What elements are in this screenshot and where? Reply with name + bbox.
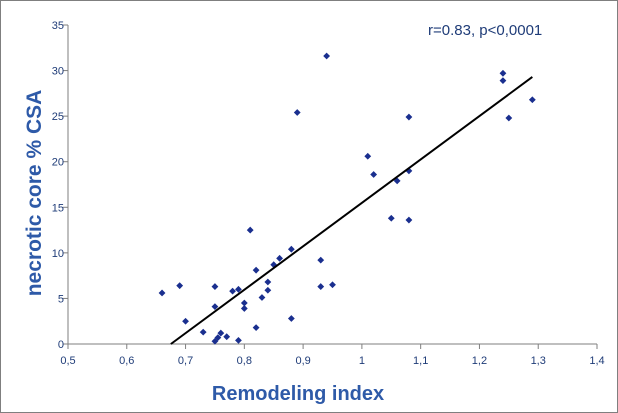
data-point [176, 282, 184, 290]
data-point [276, 254, 283, 262]
y-tick-label: 0 [58, 339, 64, 351]
data-point [211, 283, 219, 290]
data-point [264, 278, 272, 286]
data-point [229, 287, 236, 295]
y-ticks: 0 5 10 15 20 25 30 35 [52, 20, 68, 351]
data-point [240, 305, 248, 312]
data-point [214, 334, 222, 342]
data-point [264, 286, 272, 294]
x-tick-label: 1,2 [472, 355, 487, 367]
data-point [235, 336, 242, 344]
data-point [182, 317, 189, 325]
y-tick-label: 10 [52, 248, 64, 260]
y-tick-label: 20 [52, 157, 64, 169]
y-tick-label: 30 [52, 66, 64, 78]
data-point [240, 299, 248, 307]
x-tick-label: 0,7 [178, 355, 193, 367]
x-tick-label: 1,1 [413, 355, 428, 367]
data-point [199, 328, 207, 336]
data-point [252, 324, 260, 331]
y-axis-title: necrotic core % CSA [23, 90, 46, 297]
x-ticks: 0,5 0,6 0,7 0,8 0,9 1 1,1 1,2 1,3 1,4 [60, 344, 605, 367]
data-point [405, 216, 413, 224]
x-tick-label: 1,3 [531, 355, 546, 367]
x-tick-label: 0,8 [237, 355, 252, 367]
x-tick-label: 1,4 [589, 355, 604, 367]
data-point [252, 266, 260, 274]
y-tick-label: 25 [52, 111, 64, 123]
data-point [323, 52, 331, 60]
data-points [158, 52, 536, 345]
axes [67, 25, 597, 345]
y-tick-label: 15 [52, 202, 64, 214]
y-tick-label: 5 [58, 293, 64, 305]
data-point [246, 226, 254, 234]
data-point [258, 294, 266, 301]
trendline [170, 76, 533, 345]
data-point [317, 283, 325, 290]
data-point [364, 152, 372, 160]
data-point [287, 315, 295, 322]
x-tick-label: 1 [359, 355, 365, 367]
data-point [223, 333, 231, 341]
data-point [528, 96, 536, 104]
data-point [499, 69, 507, 77]
x-tick-label: 0,6 [119, 355, 134, 367]
data-point [370, 171, 378, 178]
data-point [387, 214, 395, 222]
data-point [287, 245, 295, 253]
data-point [499, 77, 507, 84]
data-point [317, 256, 325, 264]
correlation-annotation: r=0.83, p<0,0001 [428, 22, 542, 39]
y-tick-label: 35 [52, 20, 64, 32]
x-tick-label: 0,5 [60, 355, 75, 367]
x-axis-title: Remodeling index [212, 383, 384, 405]
data-point [235, 285, 242, 293]
data-point [217, 329, 225, 337]
x-tick-label: 0,9 [295, 355, 310, 367]
data-point [505, 114, 513, 122]
data-point [293, 109, 301, 116]
data-point [405, 113, 413, 121]
data-point [158, 289, 166, 297]
data-point [211, 303, 219, 311]
data-point [329, 281, 336, 289]
